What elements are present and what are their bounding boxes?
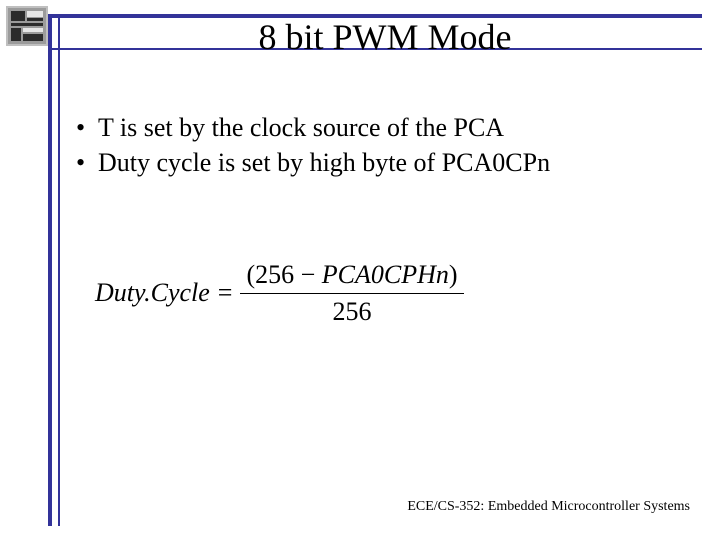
slide-title: 8 bit PWM Mode xyxy=(80,16,690,58)
equals-sign: = xyxy=(218,278,233,308)
slide: 8 bit PWM Mode T is set by the clock sou… xyxy=(0,0,720,540)
formula-lhs: Duty.Cycle xyxy=(95,278,210,308)
fraction-bar xyxy=(240,293,463,294)
numerator-close: ) xyxy=(449,260,458,289)
bullet-text: Duty cycle is set by high byte of PCA0CP… xyxy=(98,148,550,177)
slide-footer: ECE/CS-352: Embedded Microcontroller Sys… xyxy=(407,499,690,515)
numerator-var: PCA0CPHn xyxy=(322,260,449,289)
rule-vertical-second xyxy=(58,14,60,526)
bullet-item: Duty cycle is set by high byte of PCA0CP… xyxy=(70,147,680,180)
bullet-text: T is set by the clock source of the PCA xyxy=(98,113,504,142)
bullet-list: T is set by the clock source of the PCA … xyxy=(70,112,680,181)
numerator-open: (256 − xyxy=(246,260,321,289)
rule-vertical-left xyxy=(48,14,52,526)
duty-cycle-formula: Duty.Cycle = (256 − PCA0CPHn) 256 xyxy=(95,260,464,327)
bullet-item: T is set by the clock source of the PCA xyxy=(70,112,680,145)
footer-text: ECE/CS-352: Embedded Microcontroller Sys… xyxy=(407,499,690,514)
microchip-icon xyxy=(6,6,48,46)
formula-numerator: (256 − PCA0CPHn) xyxy=(240,260,463,290)
slide-title-text: 8 bit PWM Mode xyxy=(258,17,511,57)
formula-denominator: 256 xyxy=(327,297,378,327)
formula-fraction: (256 − PCA0CPHn) 256 xyxy=(240,260,463,327)
